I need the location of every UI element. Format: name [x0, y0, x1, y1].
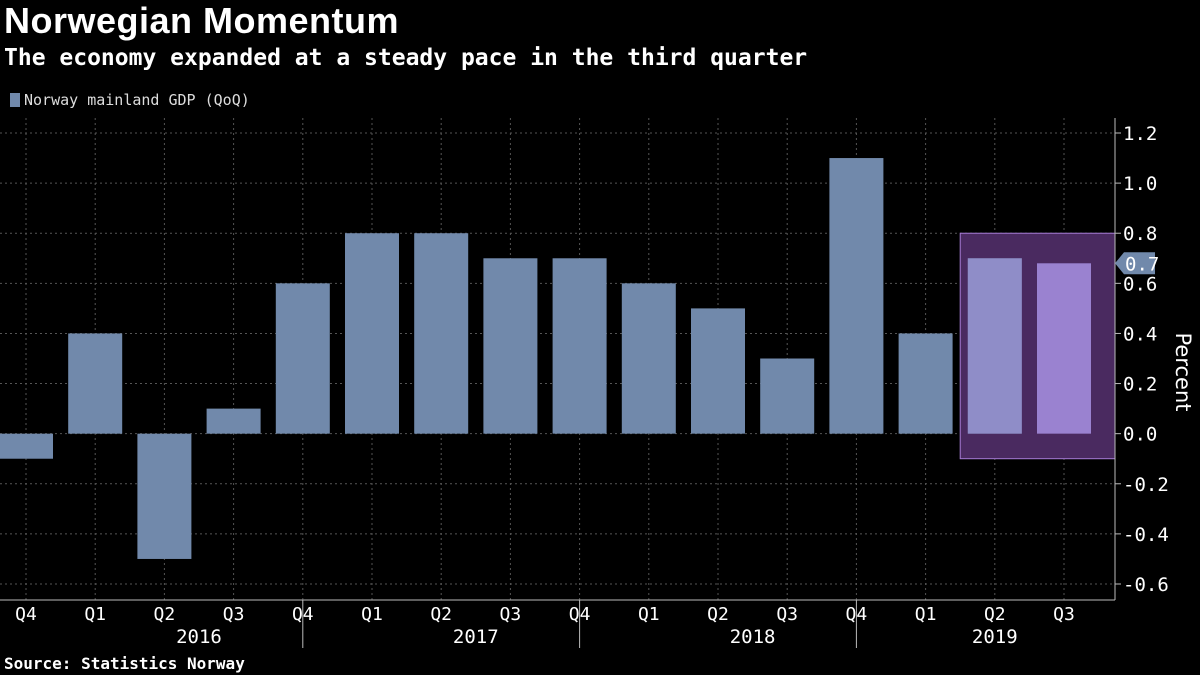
chart-title: Norwegian Momentum — [4, 0, 400, 41]
y-tick-label: -0.6 — [1123, 574, 1169, 596]
bar — [1037, 263, 1091, 434]
year-label: 2018 — [730, 626, 776, 648]
x-tick-label: Q3 — [776, 604, 798, 625]
x-tick-label: Q1 — [361, 604, 383, 625]
x-tick-label: Q2 — [707, 604, 729, 625]
y-tick-label: 1.0 — [1123, 173, 1157, 195]
y-tick-label: 0.4 — [1123, 323, 1157, 345]
year-label: 2016 — [176, 626, 222, 648]
bar — [898, 333, 953, 434]
bar — [345, 233, 399, 434]
y-tick-label: 0.2 — [1123, 374, 1157, 396]
bar — [414, 233, 469, 434]
y-tick-label: 0.8 — [1123, 223, 1157, 245]
bar — [137, 433, 192, 559]
bar — [206, 408, 261, 434]
bar — [760, 358, 815, 434]
x-tick-label: Q2 — [154, 604, 176, 625]
legend-swatch — [10, 93, 20, 107]
last-value-tag — [1115, 252, 1155, 275]
y-tick-label: -0.2 — [1123, 474, 1169, 496]
source-note: Source: Statistics Norway — [4, 654, 245, 673]
y-tick-label: 1.2 — [1123, 123, 1157, 145]
x-tick-label: Q2 — [430, 604, 452, 625]
legend: Norway mainland GDP (QoQ) — [10, 91, 250, 109]
x-tick-label: Q4 — [15, 604, 37, 625]
bar — [275, 283, 330, 434]
bar — [483, 258, 538, 434]
bar — [829, 158, 884, 434]
x-tick-label: Q1 — [915, 604, 937, 625]
y-tick-label: -0.4 — [1123, 524, 1169, 546]
bar — [0, 433, 53, 459]
x-tick-label: Q1 — [638, 604, 660, 625]
y-tick-label: 0.6 — [1123, 273, 1157, 295]
x-tick-label: Q1 — [84, 604, 106, 625]
x-tick-label: Q2 — [984, 604, 1006, 625]
year-label: 2019 — [972, 626, 1018, 648]
bar — [68, 333, 123, 434]
bar — [621, 283, 676, 434]
bar — [691, 308, 745, 434]
y-tick-label: 0.0 — [1123, 424, 1157, 446]
last-value-label: 0.7 — [1125, 253, 1159, 275]
bar-highlight-overlay — [967, 258, 1022, 434]
year-label: 2017 — [453, 626, 499, 648]
x-tick-label: Q3 — [1053, 604, 1075, 625]
legend-label: Norway mainland GDP (QoQ) — [24, 91, 250, 109]
x-tick-label: Q3 — [500, 604, 522, 625]
bar — [552, 258, 607, 434]
x-tick-label: Q3 — [223, 604, 245, 625]
chart-subtitle: The economy expanded at a steady pace in… — [4, 45, 808, 71]
y-axis-title: Percent — [1171, 332, 1195, 411]
